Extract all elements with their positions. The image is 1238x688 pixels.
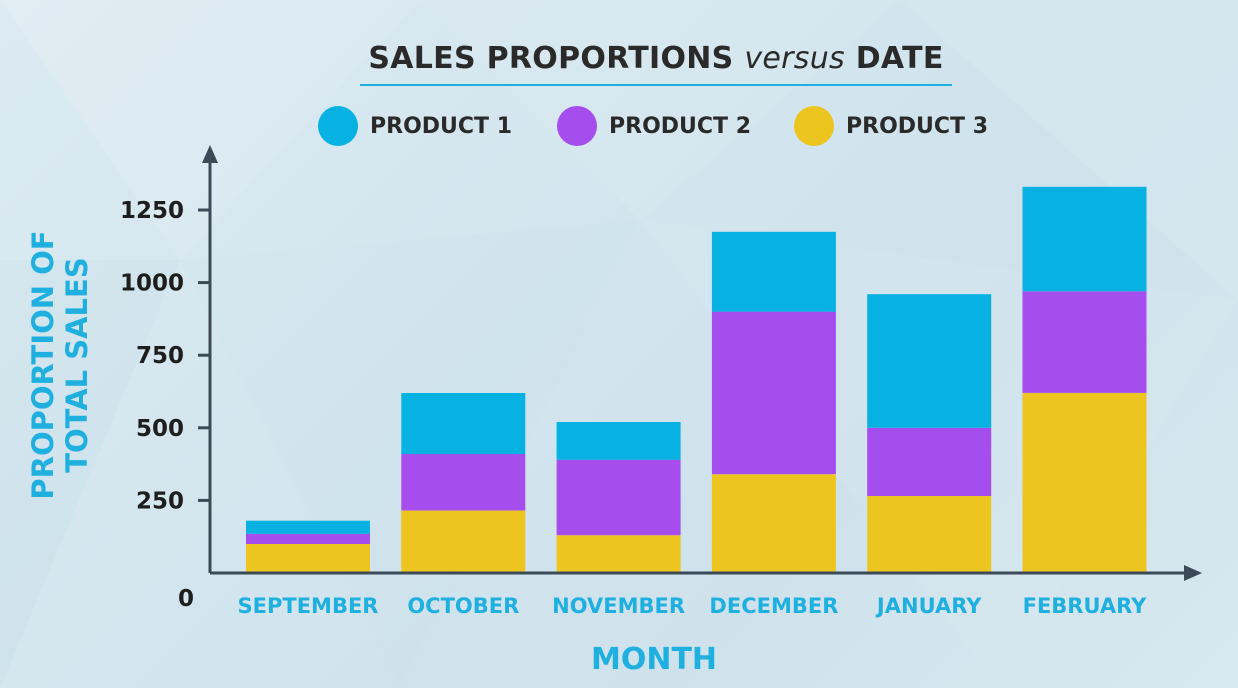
chart-title-text: SALES PROPORTIONS versus DATE xyxy=(368,41,943,76)
axes xyxy=(202,145,1202,581)
bar-december-product-3 xyxy=(711,474,836,573)
bar-january-product-1 xyxy=(867,294,992,428)
bar-september-product-1 xyxy=(246,520,370,534)
legend-item-product-3: PRODUCT 3 xyxy=(794,104,988,148)
bar-february-product-1 xyxy=(1022,186,1147,292)
bar-november-product-3 xyxy=(556,535,681,573)
x-tick-label-january: JANUARY xyxy=(875,594,982,618)
x-tick-label-november: NOVEMBER xyxy=(552,594,685,618)
legend-label-product-2: PRODUCT 2 xyxy=(609,113,752,139)
bar-february-product-3 xyxy=(1022,393,1147,573)
bar-october-product-3 xyxy=(401,510,526,573)
legend-item-product-2: PRODUCT 2 xyxy=(557,104,751,148)
legend-label-product-1: PRODUCT 1 xyxy=(370,113,513,139)
legend-swatch-product-3 xyxy=(794,106,834,146)
title-part-3: DATE xyxy=(855,41,944,76)
bar-october-product-1 xyxy=(401,393,526,454)
y-tick-label-1250: 1250 xyxy=(120,198,184,224)
x-tick-label-december: DECEMBER xyxy=(709,594,838,618)
legend-label-product-3: PRODUCT 3 xyxy=(846,113,989,139)
y-tick-label-750: 750 xyxy=(136,343,184,369)
y-tick-label-250: 250 xyxy=(136,488,184,514)
bar-january-product-3 xyxy=(867,496,992,573)
bar-november-product-1 xyxy=(556,422,681,460)
legend-item-product-1: PRODUCT 1 xyxy=(318,104,512,148)
bar-november-product-2 xyxy=(556,459,681,536)
x-axis-arrow xyxy=(1184,565,1202,581)
bar-september-product-3 xyxy=(246,544,370,573)
title-part-2: versus xyxy=(744,41,845,76)
bar-december-product-1 xyxy=(711,231,836,312)
legend-swatch-product-2 xyxy=(557,106,597,146)
bar-september-product-2 xyxy=(246,533,370,544)
y-tick-label-1000: 1000 xyxy=(120,271,184,297)
title-part-1: SALES PROPORTIONS xyxy=(368,41,734,76)
y-axis-arrow xyxy=(202,145,218,163)
legend-swatch-product-1 xyxy=(318,106,358,146)
chart-legend: PRODUCT 1 PRODUCT 2 PRODUCT 3 xyxy=(0,104,1238,148)
x-tick-label-october: OCTOBER xyxy=(407,594,519,618)
bar-stacks xyxy=(246,186,1147,573)
x-ticks: SEPTEMBER OCTOBER NOVEMBER DECEMBER JANUARY F… xyxy=(238,594,1148,618)
bar-february-product-2 xyxy=(1022,291,1147,393)
y-tick-label-0: 0 xyxy=(178,586,194,612)
y-tick-label-500: 500 xyxy=(136,416,184,442)
x-tick-label-february: FEBRUARY xyxy=(1023,594,1148,618)
y-ticks: 0 250 500 750 1000 1250 xyxy=(120,198,210,612)
chart-title: SALES PROPORTIONS versus DATE xyxy=(360,38,952,86)
bar-december-product-2 xyxy=(711,311,836,475)
x-tick-label-september: SEPTEMBER xyxy=(238,594,379,618)
bar-october-product-2 xyxy=(401,453,526,511)
bar-january-product-2 xyxy=(867,427,992,496)
x-axis-label: MONTH xyxy=(590,642,718,677)
